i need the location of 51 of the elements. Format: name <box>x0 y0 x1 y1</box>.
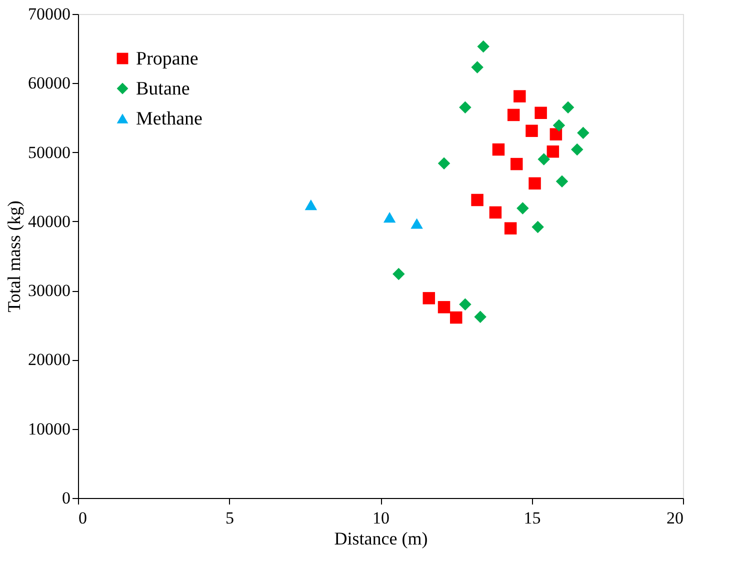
point <box>516 202 529 214</box>
y-tick-label: 40000 <box>28 212 70 231</box>
y-tick-label: 70000 <box>28 4 70 24</box>
point <box>438 157 450 170</box>
point <box>438 301 450 314</box>
point <box>507 108 520 122</box>
point <box>422 292 436 304</box>
point <box>304 200 318 210</box>
legend-label: Butane <box>136 78 190 100</box>
point <box>504 222 517 234</box>
point <box>556 175 568 188</box>
point <box>471 61 484 74</box>
point <box>577 126 590 140</box>
point <box>492 143 505 156</box>
point <box>489 206 502 219</box>
point <box>459 298 472 311</box>
point <box>410 218 423 229</box>
y-tick-label: 50000 <box>28 142 70 162</box>
point <box>450 311 462 324</box>
x-tick-label: 0 <box>78 508 87 528</box>
point <box>546 145 560 158</box>
point <box>571 143 584 156</box>
point <box>477 40 490 53</box>
point <box>392 268 405 280</box>
y-tick-label: 20000 <box>28 350 70 370</box>
point <box>474 310 486 323</box>
legend-label: Methane <box>136 108 202 130</box>
point <box>383 212 396 223</box>
x-axis-title: Distance (m) <box>334 528 428 548</box>
y-tick-label: 60000 <box>28 74 70 93</box>
point <box>562 101 574 114</box>
point <box>538 153 550 166</box>
y-tick-label: 0 <box>62 488 70 508</box>
x-tick-label: 5 <box>226 508 234 528</box>
point <box>550 128 562 140</box>
y-tick-label: 30000 <box>28 281 70 300</box>
legend-label: Propane <box>136 48 198 70</box>
point <box>514 90 526 102</box>
point <box>471 194 484 206</box>
x-tick-label: 15 <box>524 508 541 528</box>
point <box>528 177 541 190</box>
point <box>459 101 472 114</box>
point <box>534 106 547 119</box>
x-tick-label: 20 <box>666 508 684 528</box>
point <box>526 124 538 137</box>
point <box>552 119 566 132</box>
point <box>510 158 523 170</box>
point <box>532 220 544 234</box>
y-tick-label: 10000 <box>28 419 70 438</box>
x-tick-label: 10 <box>372 508 390 528</box>
y-axis-title: Total mass (kg) <box>4 200 24 312</box>
